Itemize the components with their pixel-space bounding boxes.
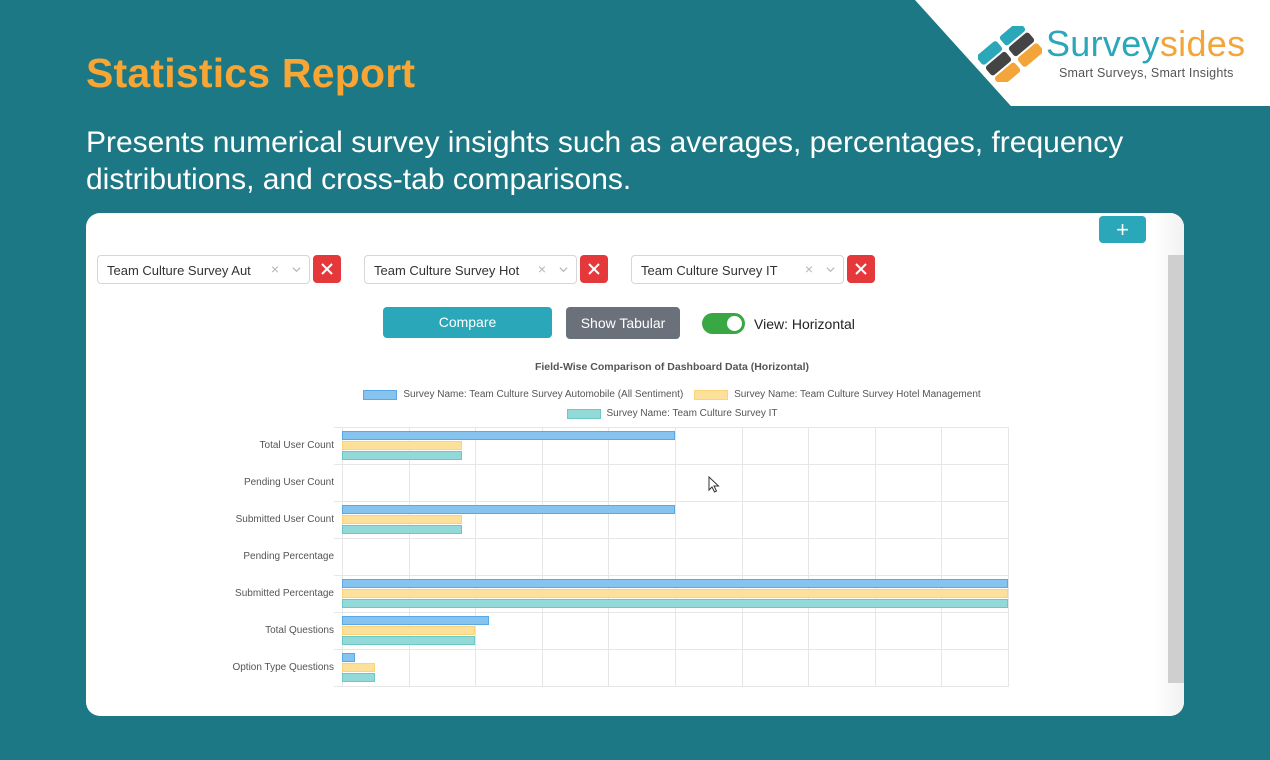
chart-legend-row-2: Survey Name: Team Culture Survey IT [86,408,1184,422]
logo-mark-icon [978,26,1042,82]
view-orientation-toggle[interactable] [702,313,745,334]
gridline-horizontal [334,575,1008,576]
chart-plot-area [334,427,1009,687]
gridline-horizontal [334,501,1008,502]
chevron-down-icon[interactable] [292,265,301,274]
bar[interactable] [342,579,1008,588]
survey-select-3[interactable]: Team Culture Survey IT × [631,255,844,284]
mouse-cursor-icon [708,476,720,493]
clear-icon[interactable]: × [270,261,279,277]
remove-survey-2-button[interactable] [580,255,608,283]
clear-icon[interactable]: × [804,261,813,277]
page-title: Statistics Report [86,50,416,96]
gridline-vertical [941,427,942,687]
gridline-vertical [808,427,809,687]
show-tabular-button[interactable]: Show Tabular [566,307,680,339]
gridline-horizontal [334,649,1008,650]
gridline-horizontal [334,538,1008,539]
bar[interactable] [342,505,675,514]
gridline-vertical [409,427,410,687]
vertical-scrollbar[interactable] [1168,255,1184,683]
view-orientation-label: View: Horizontal [754,316,855,332]
bar[interactable] [342,653,355,662]
survey-select-value: Team Culture Survey Aut [107,263,251,278]
gridline-vertical [475,427,476,687]
gridline-horizontal [334,612,1008,613]
close-icon [321,263,333,275]
bar[interactable] [342,515,462,524]
bar[interactable] [342,431,675,440]
survey-select-value: Team Culture Survey Hot [374,263,520,278]
clear-icon[interactable]: × [537,261,546,277]
gridline-vertical [675,427,676,687]
bar[interactable] [342,589,1008,598]
category-label: Pending Percentage [243,551,334,562]
page-description: Presents numerical survey insights such … [86,126,1124,196]
legend-swatch-blue [363,389,398,400]
close-icon [588,263,600,275]
bar[interactable] [342,636,475,645]
survey-select-value: Team Culture Survey IT [641,263,778,278]
bar[interactable] [342,663,375,672]
gridline-vertical [1008,427,1009,687]
category-label: Option Type Questions [232,662,334,673]
surveysides-logo: Surveysides Smart Surveys, Smart Insight… [978,24,1253,84]
gridline-vertical [875,427,876,687]
chevron-down-icon[interactable] [559,265,568,274]
legend-item-it[interactable]: Survey Name: Team Culture Survey IT [566,408,778,419]
chart-legend-row-1: Survey Name: Team Culture Survey Automob… [86,389,1184,403]
category-label: Submitted Percentage [235,588,334,599]
gridline-vertical [542,427,543,687]
bar[interactable] [342,441,462,450]
remove-survey-3-button[interactable] [847,255,875,283]
bar[interactable] [342,599,1008,608]
bar[interactable] [342,616,489,625]
legend-item-hotel[interactable]: Survey Name: Team Culture Survey Hotel M… [694,389,981,400]
bar[interactable] [342,451,462,460]
category-label: Total User Count [259,440,334,451]
close-icon [855,263,867,275]
bar[interactable] [342,525,462,534]
add-survey-button[interactable]: + [1099,216,1146,243]
brand-name: Surveysides [1046,23,1246,64]
gridline-horizontal [334,464,1008,465]
category-label: Total Questions [265,625,334,636]
gridline-horizontal [334,427,1008,428]
statistics-card: + Team Culture Survey Aut × Team Culture… [86,213,1184,716]
bar[interactable] [342,673,375,682]
gridline-horizontal [334,686,1008,687]
legend-swatch-teal [566,408,601,419]
chart-title: Field-Wise Comparison of Dashboard Data … [534,361,810,373]
category-label: Pending User Count [243,477,334,488]
legend-item-automobile[interactable]: Survey Name: Team Culture Survey Automob… [363,389,683,400]
gridline-vertical [342,427,343,687]
toggle-knob [727,316,742,331]
gridline-vertical [742,427,743,687]
survey-select-1[interactable]: Team Culture Survey Aut × [97,255,310,284]
brand-tagline: Smart Surveys, Smart Insights [1059,66,1234,80]
category-label: Submitted User Count [235,514,334,525]
bar[interactable] [342,626,475,635]
survey-select-2[interactable]: Team Culture Survey Hot × [364,255,577,284]
remove-survey-1-button[interactable] [313,255,341,283]
chevron-down-icon[interactable] [826,265,835,274]
gridline-vertical [608,427,609,687]
legend-swatch-yellow [694,389,729,400]
compare-button[interactable]: Compare [383,307,552,338]
